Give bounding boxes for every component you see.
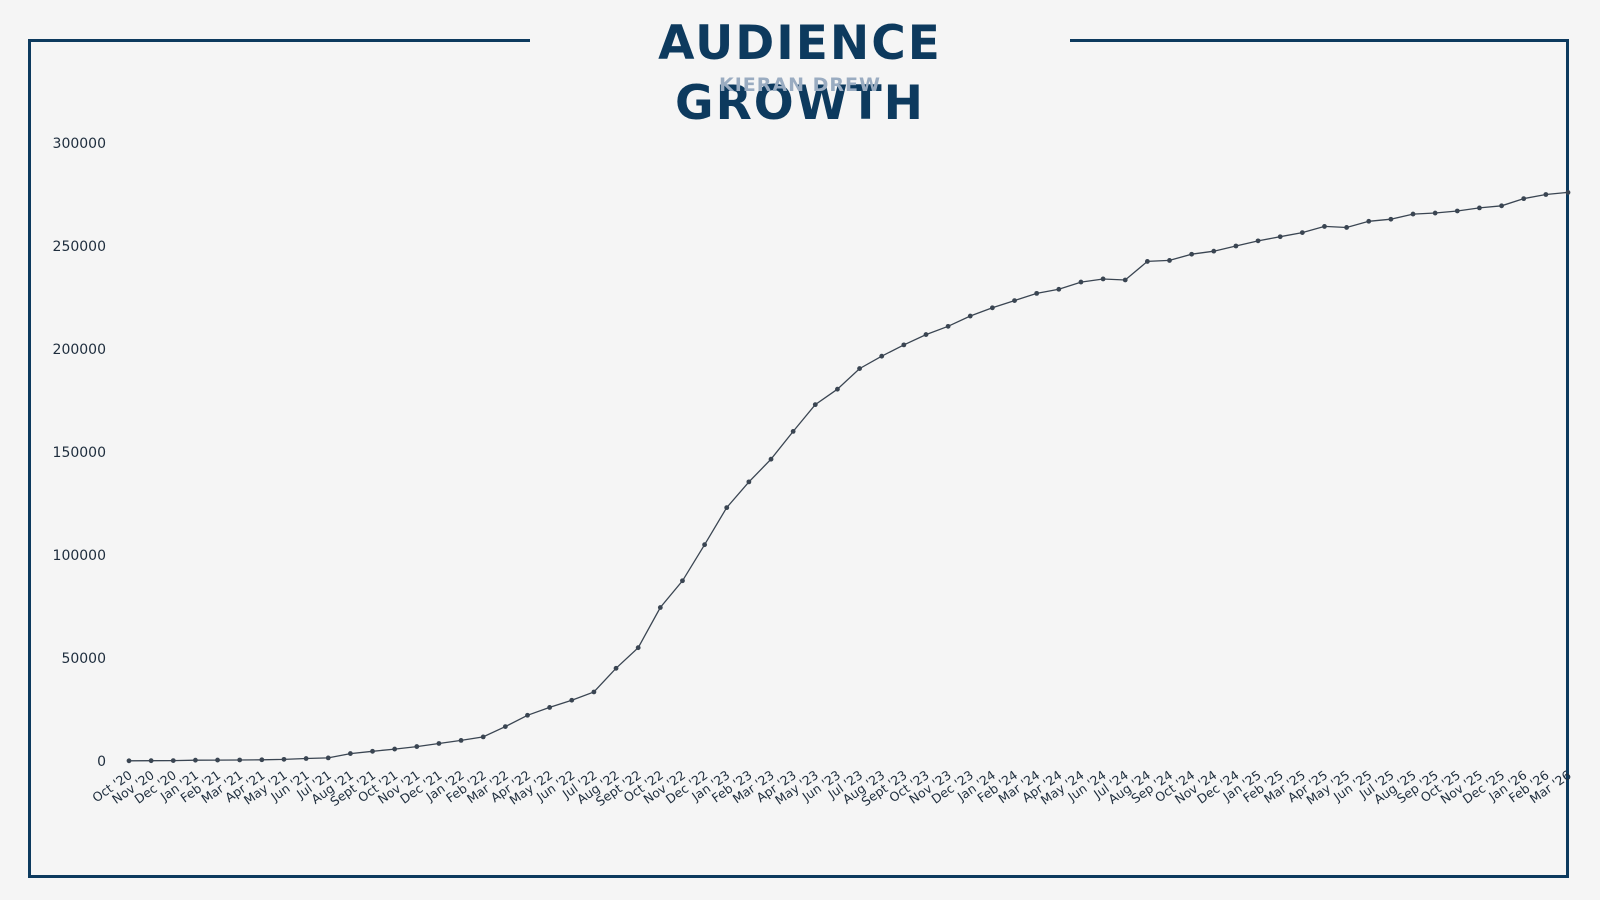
data-point: [392, 746, 398, 752]
data-point: [1477, 205, 1482, 211]
data-point: [1299, 230, 1305, 236]
data-point: [569, 697, 575, 703]
data-point: [126, 758, 132, 764]
data-point: [1344, 225, 1350, 230]
y-tick-label: 150000: [53, 445, 106, 461]
data-point: [657, 605, 663, 610]
data-point: [215, 757, 220, 763]
data-point: [480, 734, 486, 740]
data-point: [170, 758, 176, 763]
data-point: [990, 305, 995, 311]
data-point: [1432, 210, 1438, 216]
data-point: [591, 689, 597, 695]
data-point: [790, 429, 796, 434]
data-point: [680, 578, 685, 584]
data-point: [613, 665, 619, 671]
data-point: [1277, 234, 1283, 240]
data-point: [1410, 211, 1416, 217]
data-point: [967, 313, 973, 319]
data-point: [1167, 258, 1172, 263]
y-tick-label: 250000: [53, 239, 106, 255]
data-point: [303, 756, 309, 761]
chart-subtitle: KIERAN DREW: [719, 74, 881, 96]
data-point: [325, 755, 331, 761]
data-point: [724, 505, 730, 511]
data-point: [1189, 251, 1195, 257]
y-tick-label: 0: [97, 754, 106, 770]
data-point: [1012, 298, 1017, 303]
chart-title: AUDIENCE GROWTH: [658, 16, 942, 131]
data-point: [923, 332, 929, 337]
data-point: [702, 542, 707, 548]
data-point: [945, 323, 951, 329]
data-point: [148, 758, 154, 764]
data-point: [1366, 218, 1372, 224]
series-line: [128, 191, 1569, 762]
data-point: [901, 342, 907, 348]
data-point: [347, 751, 353, 756]
data-point: [193, 757, 198, 763]
data-point: [1056, 286, 1062, 292]
data-point: [1388, 216, 1394, 222]
data-point: [525, 712, 530, 718]
data-point: [746, 479, 752, 485]
data-point: [1211, 248, 1217, 254]
data-point: [1078, 279, 1084, 285]
data-point: [547, 705, 553, 710]
data-point: [1454, 208, 1460, 214]
title-block: AUDIENCE GROWTH: [530, 14, 1070, 131]
data-point: [502, 724, 508, 729]
data-point: [1144, 259, 1150, 264]
data-point: [1499, 203, 1504, 209]
data-point: [1233, 243, 1239, 249]
data-point: [857, 366, 862, 371]
data-point: [281, 756, 287, 762]
data-point: [835, 386, 840, 392]
data-point: [635, 645, 641, 651]
data-point: [414, 744, 420, 749]
data-point: [812, 402, 818, 408]
data-point: [1255, 238, 1261, 244]
data-point: [436, 741, 442, 746]
y-tick-label: 100000: [53, 548, 106, 564]
data-point: [1565, 190, 1571, 195]
data-point: [1100, 276, 1106, 282]
y-tick-label: 50000: [61, 651, 106, 667]
data-point: [1122, 277, 1128, 283]
data-point: [1322, 224, 1327, 229]
data-point: [1521, 196, 1527, 202]
data-point: [879, 353, 885, 359]
data-point: [1543, 192, 1549, 197]
data-point: [237, 757, 243, 763]
data-point: [370, 748, 375, 754]
data-point: [458, 738, 464, 743]
data-point: [768, 456, 774, 462]
y-tick-label: 300000: [53, 136, 106, 152]
y-tick-label: 200000: [53, 342, 106, 358]
data-point: [1034, 290, 1040, 296]
data-point: [259, 757, 265, 763]
